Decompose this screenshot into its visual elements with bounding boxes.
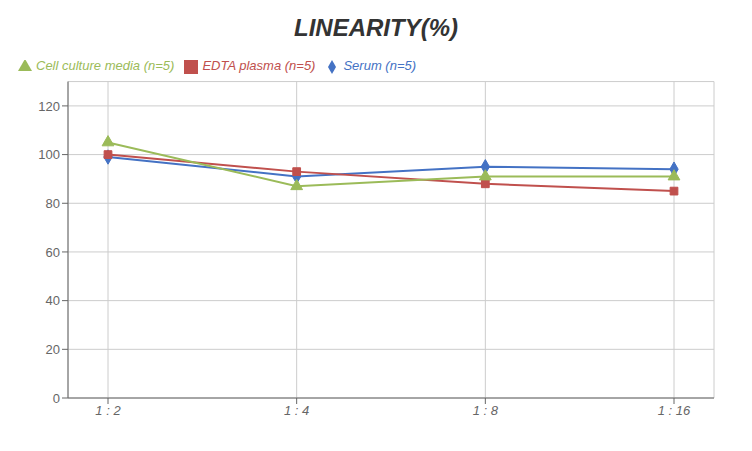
- svg-text:20: 20: [46, 342, 60, 357]
- svg-text:40: 40: [46, 293, 60, 308]
- svg-text:1 : 2: 1 : 2: [95, 403, 121, 418]
- svg-text:60: 60: [46, 245, 60, 260]
- svg-text:1 : 8: 1 : 8: [473, 403, 499, 418]
- html-text:EDTA plasma (n=5): EDTA plasma (n=5): [202, 58, 316, 73]
- svg-text:120: 120: [38, 99, 60, 114]
- svg-text:80: 80: [46, 196, 60, 211]
- svg-text:1 : 16: 1 : 16: [658, 403, 691, 418]
- html-text:LINEARITY(%): LINEARITY(%): [294, 14, 458, 41]
- html-text:Serum (n=5): Serum (n=5): [343, 58, 417, 73]
- svg-text:100: 100: [38, 147, 60, 162]
- svg-text:1 : 4: 1 : 4: [284, 403, 309, 418]
- html-text:Cell culture media (n=5): Cell culture media (n=5): [36, 58, 175, 73]
- svg-text:0: 0: [53, 391, 60, 406]
